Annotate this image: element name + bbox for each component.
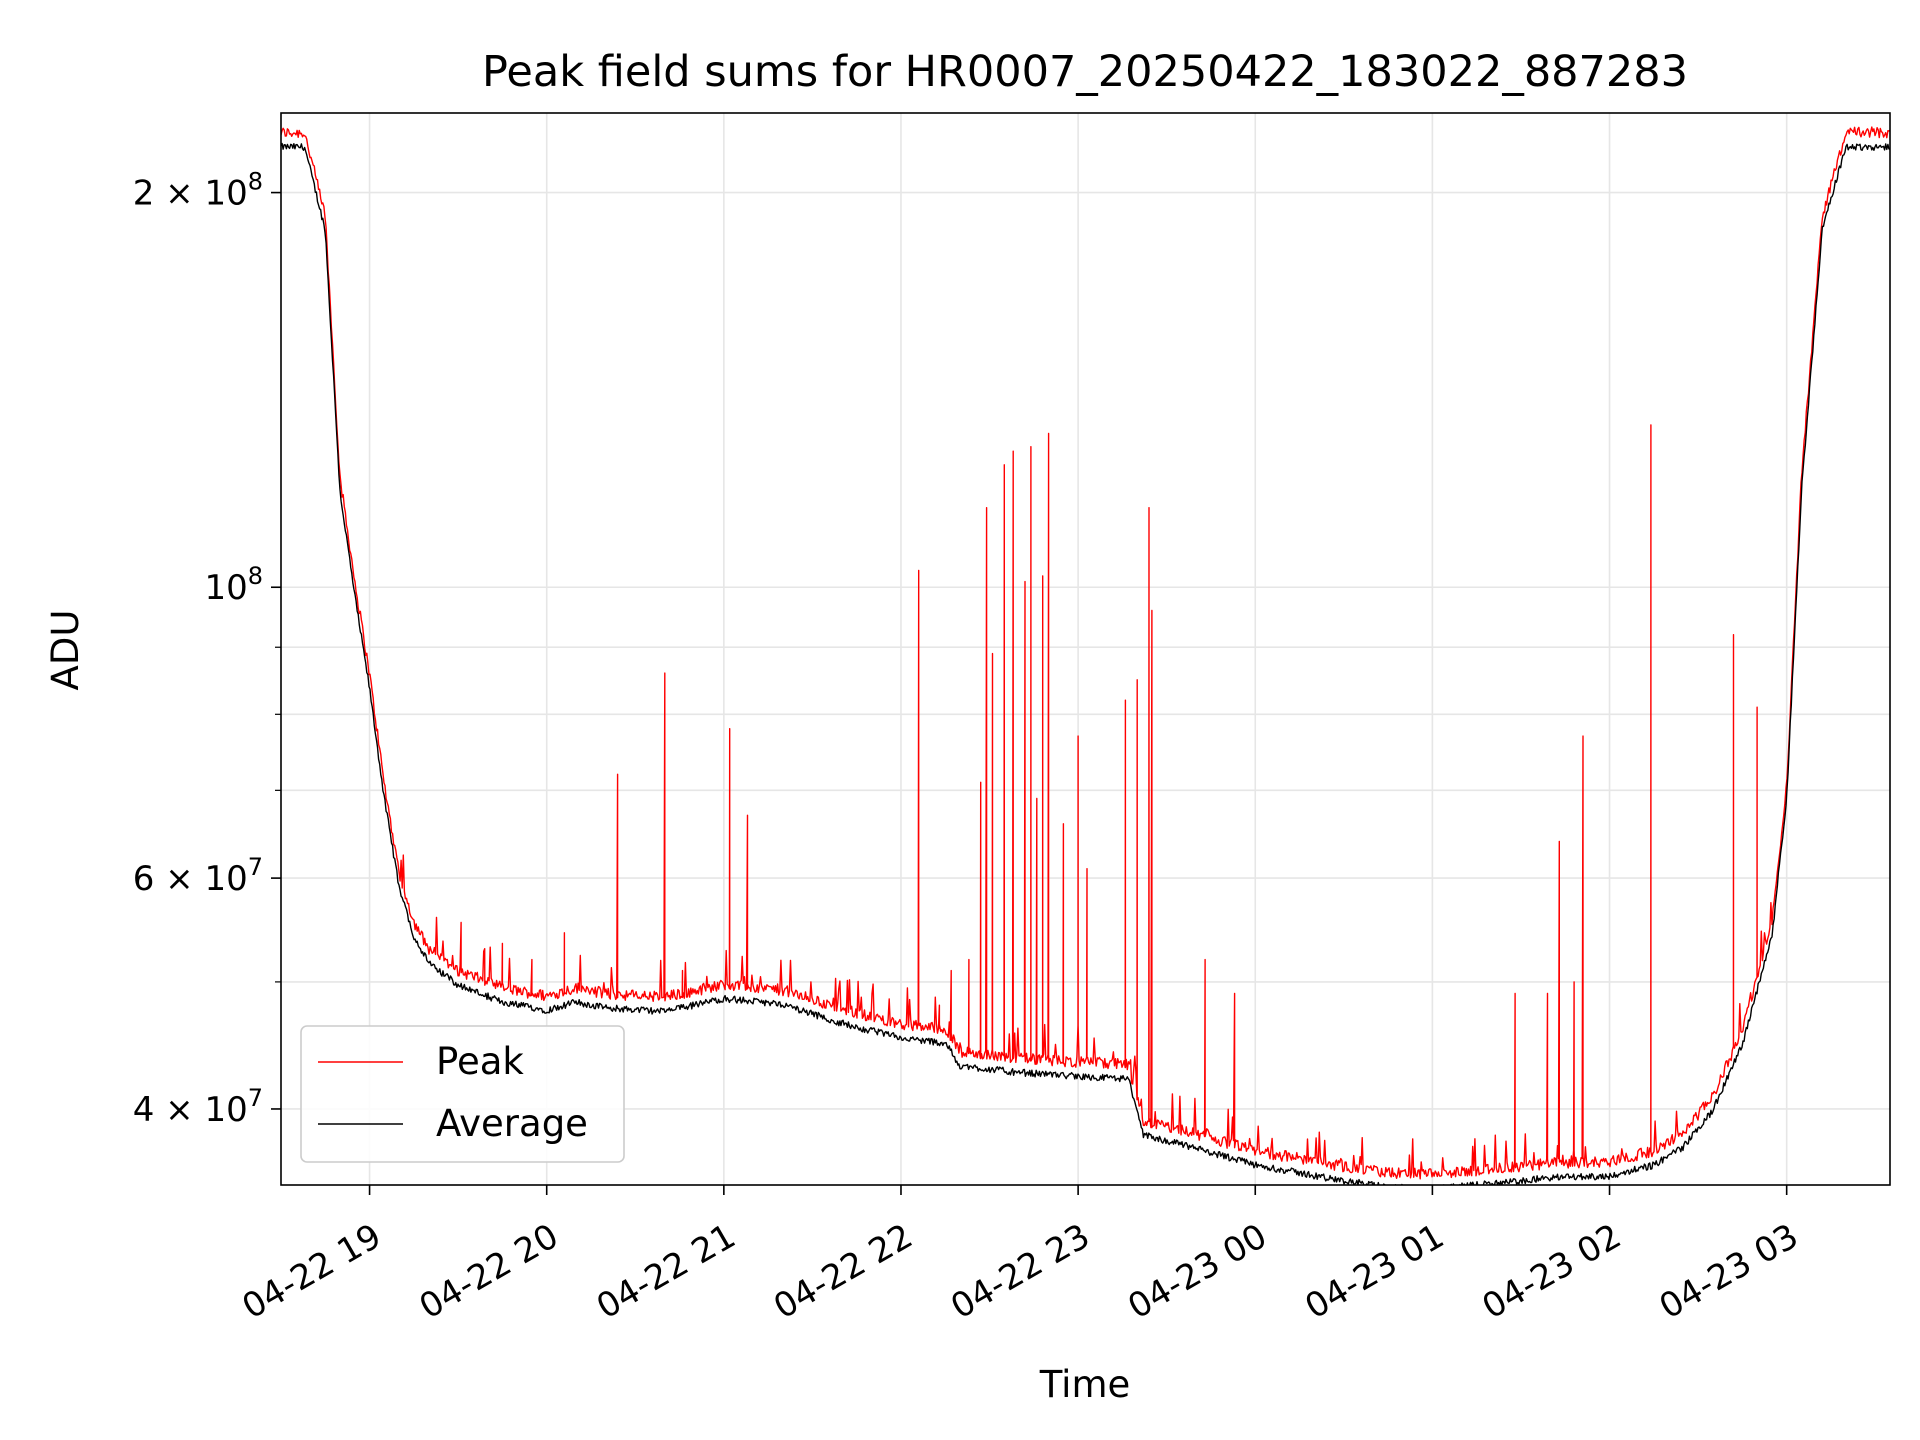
legend: Peak Average — [300, 1025, 625, 1163]
series-line-average — [281, 142, 1890, 1185]
series-layer — [281, 126, 1890, 1185]
y-axis: 4 × 107 6 × 107 108 2 × 108 — [133, 168, 281, 1130]
chart-title: Peak field sums for HR0007_20250422_1830… — [482, 47, 1688, 97]
legend-label-average: Average — [436, 1102, 588, 1145]
x-axis-label: Time — [1039, 1363, 1131, 1406]
y-tick-label: 4 × 107 — [133, 1084, 263, 1130]
y-tick-label: 2 × 108 — [133, 168, 263, 214]
y-tick-label: 108 — [204, 562, 263, 608]
legend-box — [300, 1025, 625, 1163]
series-line-peak — [281, 126, 1890, 1180]
y-tick-label: 6 × 107 — [133, 853, 263, 899]
y-axis-label: ADU — [44, 610, 87, 691]
legend-label-peak: Peak — [436, 1040, 524, 1083]
gridlines — [281, 113, 1890, 1185]
plot-frame — [280, 112, 1891, 1186]
